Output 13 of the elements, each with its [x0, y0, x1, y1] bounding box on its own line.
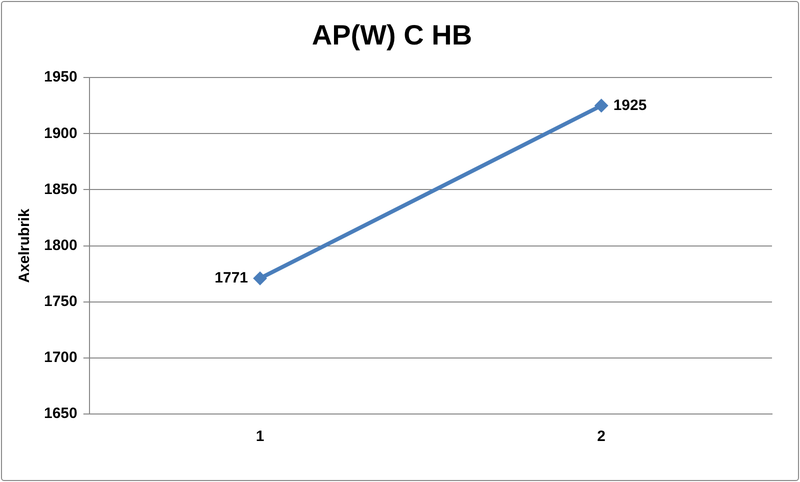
y-tick-label: 1850 — [44, 180, 78, 198]
y-axis-title: Axelrubrik — [16, 208, 34, 283]
y-tick-label: 1900 — [44, 124, 78, 142]
x-tick-label: 1 — [256, 428, 264, 446]
y-tick-label: 1700 — [44, 349, 78, 366]
x-tick-label: 2 — [597, 428, 606, 446]
data-label: 1925 — [613, 96, 647, 114]
data-label: 1771 — [214, 269, 248, 286]
chart-title: AP(W) C HB — [312, 20, 472, 51]
y-tick-label: 1750 — [44, 293, 78, 310]
y-tick-label: 1650 — [44, 405, 78, 422]
y-tick-label: 1800 — [44, 236, 78, 254]
y-tick-label: 1950 — [44, 68, 78, 86]
